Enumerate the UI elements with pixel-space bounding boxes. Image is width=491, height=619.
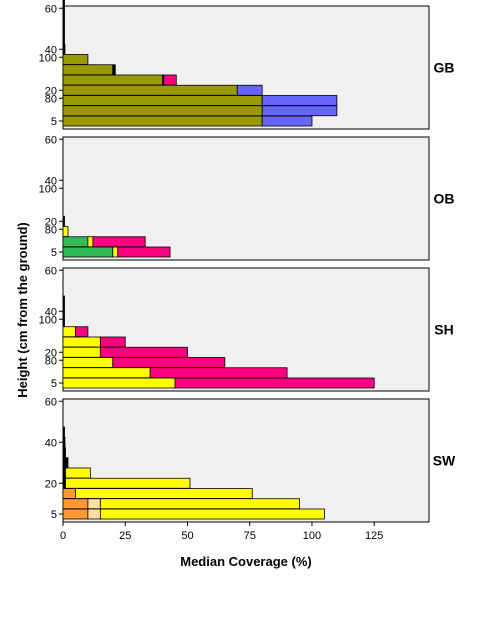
y-tick-label: 60	[45, 3, 57, 15]
y-tick-label: 100	[39, 52, 57, 64]
panels-layer: 5 20 40 60 80 100 GB 5 20 40 60 80 100 OB 5 20 40 60 80 100…	[39, 0, 456, 523]
bar-segment-sw-10-orange	[62, 498, 89, 510]
panel-sh: 5 20 40 60 80 100 SH	[39, 183, 454, 392]
panel-label-ob: OB	[434, 191, 455, 207]
bar-segment-gb-35-olive	[62, 54, 89, 65]
bar-segment-ob-10-yellow	[87, 236, 94, 248]
bar-segment-gb-5-olive	[62, 115, 263, 127]
bar-segment-gb-40-black	[62, 43, 66, 55]
bar-segment-gb-20-olive	[62, 84, 238, 96]
bar-segment-sh-10-yellow	[62, 367, 151, 379]
bar-segment-sw-5-yellow	[99, 508, 325, 520]
bar-segment-sw-30-black	[62, 457, 69, 469]
bar-segment-gb-25-olive	[62, 74, 163, 86]
y-tick-label: 20	[45, 478, 57, 490]
bar-segment-sh-35-black	[62, 316, 65, 327]
y-tick-label: 20	[45, 216, 57, 228]
bar-segment-sw-20-yellow	[65, 477, 191, 489]
bar-segment-sh-30-magenta	[75, 326, 89, 338]
bar-segment-sh-25-yellow	[62, 336, 101, 348]
panel-label-gb: GB	[434, 60, 455, 76]
bar-segment-sw-10-peach	[87, 498, 101, 510]
y-tick-label: 40	[45, 175, 57, 187]
bar-segment-sw-35-black	[62, 447, 66, 458]
y-tick-label: 40	[45, 306, 57, 318]
bar-segment-sw-10-yellow	[99, 498, 300, 510]
panel-sw: 5 20 40 60 80 100 SW	[39, 314, 456, 523]
bar-segment-sh-15-magenta	[112, 357, 226, 368]
bar-segment-gb-60-black	[62, 2, 65, 14]
bar-segment-sh-30-yellow	[62, 326, 76, 338]
bar-segment-sh-20-yellow	[62, 346, 101, 358]
bar-segment-sw-15-yellow	[75, 488, 253, 499]
y-tick-label: 100	[39, 314, 57, 326]
bar-segment-gb-15-olive	[62, 95, 263, 106]
bar-segment-gb-65-black	[62, 0, 65, 4]
y-tick-label: 5	[51, 509, 57, 521]
bar-segment-sh-20-magenta	[99, 346, 188, 358]
y-tick-label: 80	[45, 93, 57, 105]
y-tick-label: 60	[45, 396, 57, 408]
panel-label-sw: SW	[433, 453, 456, 469]
bar-segment-ob-5-yellow	[112, 246, 119, 258]
bar-segment-sw-5-orange	[62, 508, 89, 520]
bar-segment-sw-40-black	[62, 436, 66, 448]
x-tick-label: 50	[181, 530, 193, 542]
bar-segment-ob-20-black	[62, 215, 65, 227]
x-axis-title: Median Coverage (%)	[180, 554, 311, 569]
bar-segment-ob-5-magenta	[117, 246, 171, 258]
bar-segment-sh-15-yellow	[62, 357, 114, 368]
bar-segment-sh-40-black	[62, 305, 65, 317]
panel-gb: 520406080100GB	[45, 0, 455, 130]
y-tick-label: 40	[45, 437, 57, 449]
bar-segment-gb-30-olive	[62, 64, 114, 76]
y-tick-label: 80	[45, 224, 57, 236]
bar-segment-ob-15-yellow	[62, 226, 69, 237]
bar-segment-sh-25-magenta	[99, 336, 126, 348]
y-tick-label: 80	[45, 355, 57, 367]
x-tick-label: 100	[303, 530, 321, 542]
y-tick-label: 40	[45, 44, 57, 56]
y-tick-label: 5	[51, 247, 57, 259]
x-tick-label: 75	[244, 530, 256, 542]
bar-segment-sw-15-orange	[62, 488, 76, 499]
bar-segment-gb-55-black	[62, 13, 65, 24]
bar-segment-sh-5-yellow	[62, 377, 176, 389]
y-tick-label: 60	[45, 265, 57, 277]
bar-segment-gb-20-blue	[236, 84, 263, 96]
y-tick-label: 5	[51, 378, 57, 390]
bar-segment-ob-10-magenta	[92, 236, 146, 248]
panel-ob: 5 20 40 60 80 100 OB	[39, 52, 455, 261]
panel-label-sh: SH	[434, 322, 453, 338]
bar-segment-sh-10-magenta	[149, 367, 288, 379]
bar-segment-sw-25-yellow	[65, 467, 91, 479]
bar-segment-gb-30-black	[112, 64, 116, 76]
y-axis-title: Height (cm from the ground)	[15, 222, 30, 398]
bar-segment-gb-5-blue	[261, 115, 313, 127]
bar-segment-gb-10-blue	[261, 105, 338, 117]
bar-segment-gb-15-blue	[261, 95, 338, 106]
bar-segment-gb-10-olive	[62, 105, 263, 117]
x-axis: 0 25 50 75 100 125	[60, 521, 429, 542]
bar-segment-sh-45-black	[62, 295, 65, 307]
y-tick-label: 100	[39, 183, 57, 195]
bar-segment-sw-45-black	[62, 426, 65, 438]
bar-segment-ob-10-green	[62, 236, 89, 248]
y-tick-label: 5	[51, 116, 57, 128]
x-tick-label: 125	[365, 530, 383, 542]
bar-segment-gb-50-black	[62, 23, 65, 35]
bar-segment-sh-5-magenta	[174, 377, 375, 389]
x-tick-label: 25	[119, 530, 131, 542]
y-tick-label: 60	[45, 134, 57, 146]
bar-segment-gb-45-black	[62, 33, 65, 45]
x-tick-label: 0	[60, 530, 66, 542]
bar-segment-gb-25-magenta	[163, 74, 177, 86]
y-tick-label: 20	[45, 347, 57, 359]
y-tick-label: 20	[45, 85, 57, 97]
bar-segment-sw-5-peach	[87, 508, 101, 520]
bar-segment-ob-5-green	[62, 246, 114, 258]
